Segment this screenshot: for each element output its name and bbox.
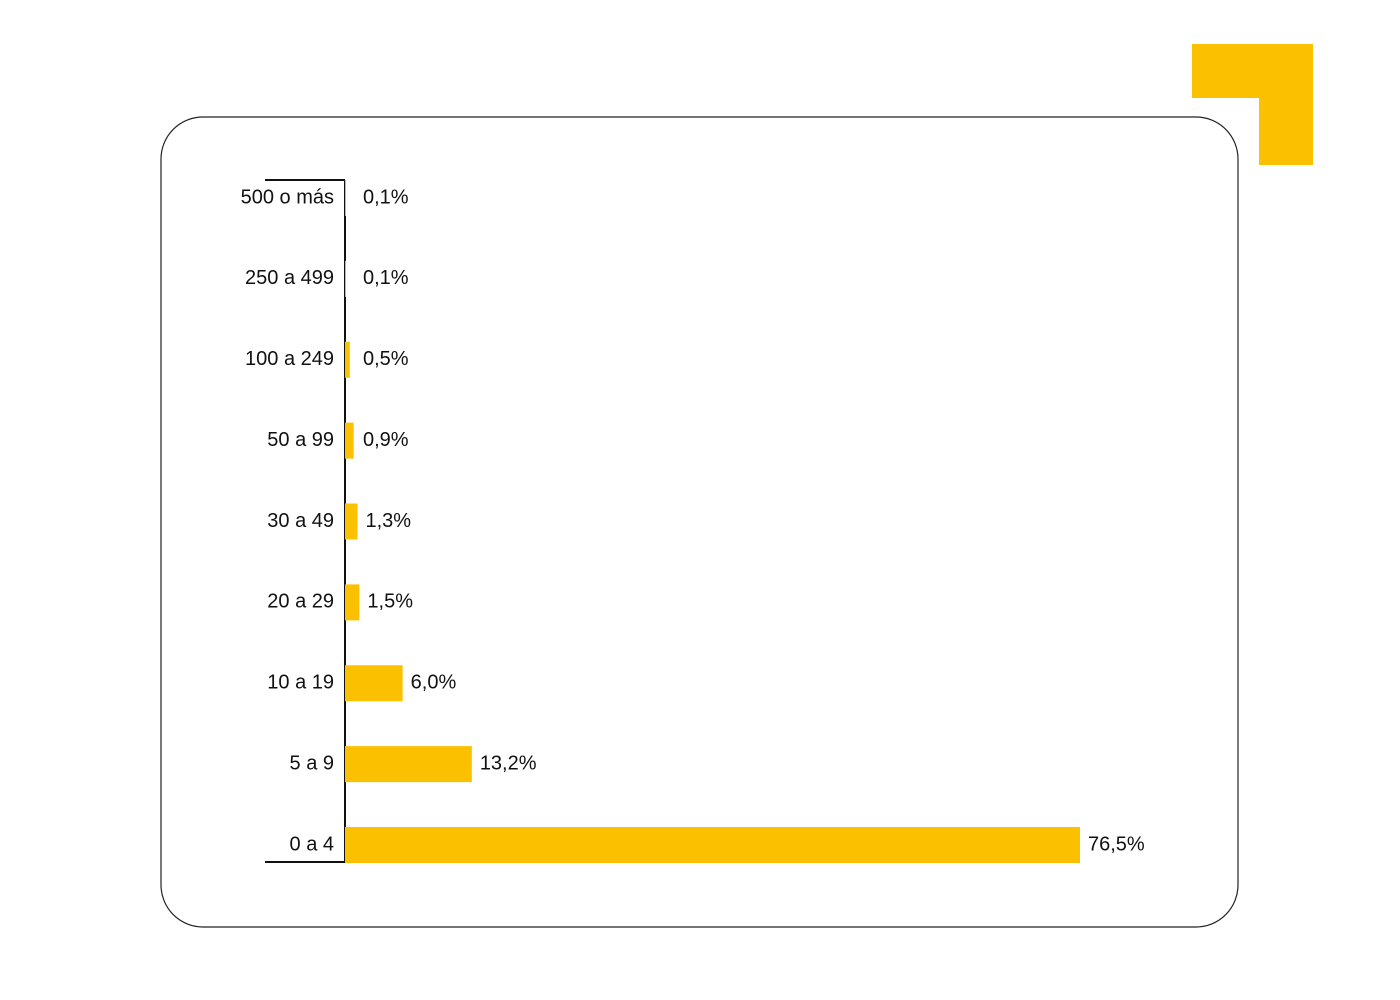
bar: [345, 503, 358, 540]
category-label: 100 a 249: [245, 348, 334, 370]
bar: [345, 746, 472, 783]
bar: [345, 665, 403, 702]
category-label: 500 o más: [241, 186, 334, 208]
category-label: 5 a 9: [290, 752, 334, 774]
value-label: 0,1%: [363, 186, 409, 208]
corner-decoration: [1192, 44, 1313, 165]
bar: [345, 584, 360, 621]
value-label: 76,5%: [1088, 833, 1145, 855]
bar: [345, 341, 350, 378]
category-label: 50 a 99: [267, 429, 334, 451]
value-label: 0,5%: [363, 348, 409, 370]
category-label: 20 a 29: [267, 591, 334, 613]
value-label: 0,1%: [363, 267, 409, 289]
value-label: 1,3%: [365, 510, 411, 532]
value-label: 0,9%: [363, 429, 409, 451]
value-label: 6,0%: [411, 672, 457, 694]
category-label: 250 a 499: [245, 267, 334, 289]
category-label: 10 a 19: [267, 672, 334, 694]
bar: [345, 827, 1080, 863]
bar: [345, 260, 346, 297]
bar: [345, 180, 346, 216]
category-label: 30 a 49: [267, 510, 334, 532]
value-label: 1,5%: [367, 591, 413, 613]
bar: [345, 422, 354, 459]
chart-frame: [160, 116, 1239, 928]
value-label: 13,2%: [480, 752, 537, 774]
category-label: 0 a 4: [290, 833, 334, 855]
